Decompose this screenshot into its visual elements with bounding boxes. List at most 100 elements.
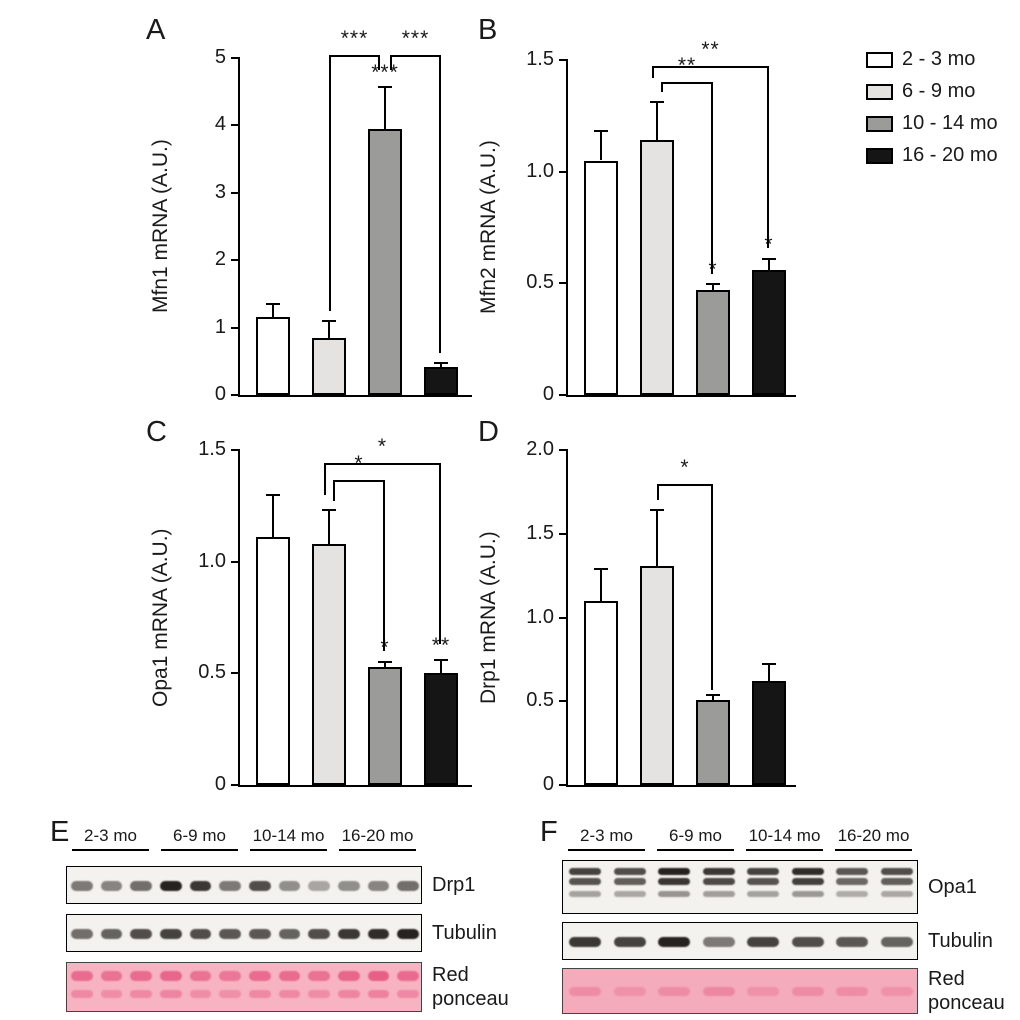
blot-band bbox=[100, 881, 123, 891]
error-bar-cap bbox=[706, 283, 720, 286]
blot-band bbox=[880, 937, 913, 947]
lane-group-label: 16-20 mo bbox=[341, 826, 414, 845]
blot-band bbox=[702, 868, 735, 875]
y-tick-label: 2.0 bbox=[526, 438, 554, 460]
blot-band bbox=[278, 881, 301, 891]
bracket-drop bbox=[390, 54, 392, 71]
blot-strip-drp1 bbox=[66, 866, 422, 904]
blot-band bbox=[791, 878, 824, 885]
blot-band bbox=[747, 937, 780, 947]
blot-band bbox=[160, 971, 182, 981]
blot-band bbox=[702, 891, 735, 897]
y-tick-label: 1.0 bbox=[526, 605, 554, 628]
blot-band bbox=[880, 878, 913, 885]
lane-group-label: 2-3 mo bbox=[84, 826, 137, 845]
blot-band bbox=[880, 891, 913, 897]
y-tick-label: 0 bbox=[214, 383, 226, 405]
bracket-drop bbox=[711, 483, 713, 690]
error-bar-cap bbox=[434, 362, 448, 365]
legend-label: 6 - 9 mo bbox=[902, 80, 976, 102]
blot-band bbox=[100, 971, 123, 981]
blot-band bbox=[658, 937, 691, 947]
bracket-drop bbox=[333, 480, 335, 502]
bar-2-3mo bbox=[584, 600, 618, 785]
error-bar bbox=[656, 510, 658, 566]
error-bar-cap bbox=[266, 303, 280, 305]
chart-mfn1-mrna: Mfn1 mRNA (A.U.) 0 1 2 3 4 5 *** *** *** bbox=[149, 27, 472, 405]
blot-strip-opa1 bbox=[562, 860, 918, 914]
y-tick-label: 1.0 bbox=[198, 549, 226, 572]
blot-band bbox=[397, 881, 419, 891]
error-bar bbox=[712, 694, 714, 700]
panel-label-f: F bbox=[540, 816, 558, 848]
lane-group-label: 10-14 mo bbox=[748, 826, 821, 845]
error-bar-cap bbox=[266, 493, 280, 496]
blot-band bbox=[160, 929, 182, 939]
panel-label-b: B bbox=[478, 14, 498, 46]
y-tick-label: 2 bbox=[214, 248, 226, 271]
bracket-drop bbox=[657, 483, 659, 501]
blot-band bbox=[791, 937, 824, 947]
error-bar bbox=[384, 662, 386, 667]
lane-group-underline bbox=[339, 849, 416, 851]
error-bar bbox=[768, 664, 770, 682]
significance-bracket bbox=[333, 480, 385, 483]
blot-band bbox=[160, 881, 182, 891]
y-tick-label: 3 bbox=[214, 180, 226, 203]
blot-band bbox=[308, 990, 330, 998]
blot-band bbox=[130, 929, 152, 939]
legend-label: 2 - 3 mo bbox=[902, 48, 976, 70]
western-blot-panel-f: 2-3 mo 6-9 mo 10-14 mo 16-20 mo Opa1 Tubulin R… bbox=[562, 826, 1020, 1016]
bar-6-9mo bbox=[312, 337, 346, 395]
bar-2-3mo bbox=[256, 317, 290, 395]
blot-band bbox=[397, 929, 419, 939]
bracket-drop bbox=[324, 463, 326, 495]
error-bar bbox=[600, 568, 602, 601]
error-bar-cap bbox=[650, 101, 664, 104]
bracket-drop bbox=[711, 82, 713, 275]
y-axis-label: Drp1 mRNA (A.U.) bbox=[477, 531, 500, 704]
legend-color-swatch bbox=[866, 147, 893, 164]
lane-group-label: 6-9 mo bbox=[173, 826, 226, 845]
blot-band bbox=[189, 971, 212, 981]
y-axis-tick bbox=[559, 784, 568, 786]
y-axis-tick bbox=[559, 282, 568, 285]
significance-bracket bbox=[657, 483, 713, 486]
error-bar-cap bbox=[762, 663, 776, 666]
blot-band bbox=[308, 929, 330, 939]
error-bar bbox=[272, 494, 274, 538]
bracket-drop bbox=[661, 82, 663, 93]
y-axis-tick bbox=[559, 394, 568, 396]
significance-stars: * bbox=[380, 636, 390, 660]
lane-group-underline bbox=[657, 849, 734, 851]
blot-band bbox=[278, 971, 301, 981]
error-bar-cap bbox=[594, 567, 608, 570]
blot-band bbox=[71, 990, 93, 998]
blot-band bbox=[367, 881, 390, 891]
y-tick-label: 1 bbox=[214, 315, 226, 338]
blot-band bbox=[569, 987, 602, 996]
blot-band bbox=[308, 971, 330, 981]
y-tick-label: 0 bbox=[214, 773, 226, 795]
blot-band bbox=[613, 878, 646, 885]
chart-drp1-mrna: Drp1 mRNA (A.U.) 0 0.5 1.0 1.5 2.0 * bbox=[477, 438, 796, 795]
blot-band bbox=[278, 990, 301, 998]
y-tick-label: 0.5 bbox=[198, 661, 226, 684]
y-tick-label: 0 bbox=[542, 383, 554, 405]
blot-band bbox=[880, 987, 913, 996]
blot-band bbox=[836, 891, 869, 897]
lane-group-underline bbox=[72, 849, 149, 851]
y-tick-label: 1.5 bbox=[198, 438, 226, 460]
y-axis-tick bbox=[231, 672, 240, 675]
blot-band bbox=[338, 881, 360, 891]
blot-band bbox=[160, 990, 182, 998]
bar-6-9mo bbox=[640, 140, 674, 395]
bar-10-14mo bbox=[696, 699, 730, 785]
blot-band bbox=[658, 868, 691, 875]
legend-color-swatch bbox=[866, 115, 893, 132]
y-tick-label: 0.5 bbox=[526, 689, 554, 712]
bracket-stars: *** bbox=[340, 26, 369, 50]
blot-band bbox=[836, 937, 869, 947]
bracket-stars: * bbox=[354, 452, 364, 476]
significance-stars: ** bbox=[431, 633, 451, 657]
